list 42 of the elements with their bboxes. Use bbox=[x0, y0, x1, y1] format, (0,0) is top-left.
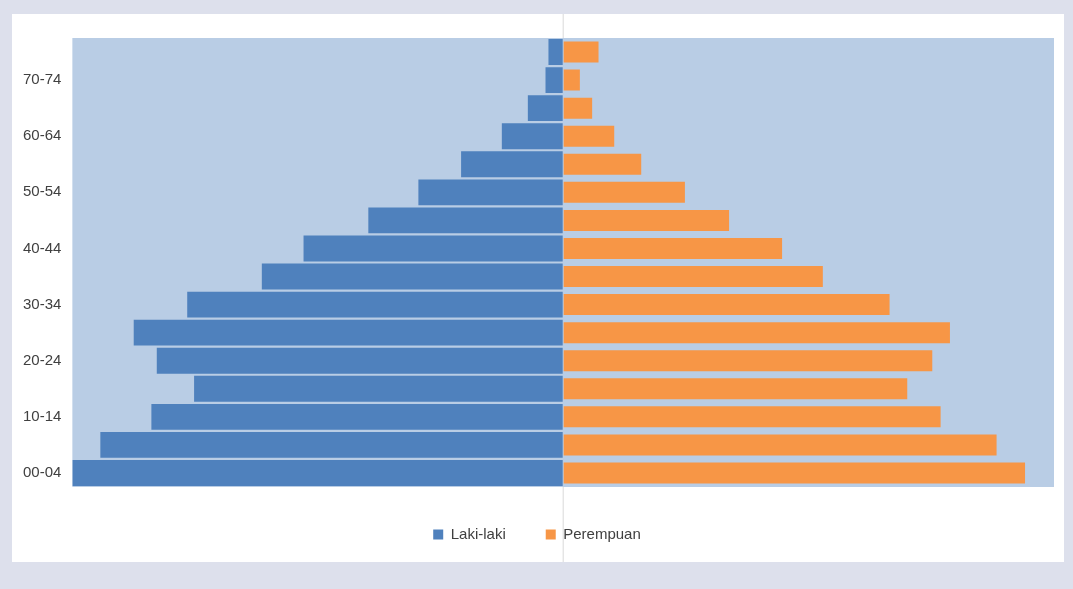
bar bbox=[527, 95, 563, 122]
bar bbox=[261, 263, 563, 290]
bar bbox=[100, 432, 563, 458]
bar bbox=[563, 237, 783, 259]
bar bbox=[563, 350, 933, 372]
y-tick-label: 40-44 bbox=[22, 238, 62, 256]
bar bbox=[501, 123, 563, 150]
bar bbox=[563, 294, 890, 316]
bar bbox=[548, 39, 563, 65]
bar bbox=[72, 460, 563, 486]
y-tick-label: 70-74 bbox=[22, 70, 62, 88]
y-tick-label: 10-14 bbox=[22, 406, 62, 424]
legend-label: Perempuan bbox=[563, 524, 641, 542]
bar bbox=[303, 235, 563, 262]
y-tick-label: 60-64 bbox=[22, 126, 62, 144]
bar bbox=[194, 375, 563, 402]
bar bbox=[563, 97, 593, 119]
bar bbox=[563, 41, 599, 63]
bar bbox=[187, 291, 563, 318]
bar bbox=[563, 322, 950, 344]
bar bbox=[563, 378, 908, 400]
bar bbox=[563, 153, 642, 175]
bar bbox=[563, 125, 615, 147]
bar bbox=[563, 434, 997, 456]
bar bbox=[563, 69, 580, 91]
bar bbox=[563, 406, 941, 428]
bar bbox=[368, 207, 563, 234]
bar bbox=[563, 462, 1026, 484]
bar bbox=[156, 347, 563, 374]
bar bbox=[418, 179, 563, 206]
bar bbox=[563, 209, 730, 231]
bar bbox=[563, 266, 823, 288]
bar bbox=[563, 181, 685, 203]
bar bbox=[461, 151, 563, 178]
bar bbox=[545, 67, 563, 93]
legend-label: Laki-laki bbox=[450, 524, 506, 542]
y-tick-label: 20-24 bbox=[22, 350, 62, 368]
y-tick-label: 50-54 bbox=[22, 182, 62, 200]
y-tick-label: 30-34 bbox=[22, 294, 62, 312]
bar bbox=[151, 403, 563, 430]
bar bbox=[133, 319, 563, 346]
y-tick-label: 00-04 bbox=[22, 463, 62, 481]
